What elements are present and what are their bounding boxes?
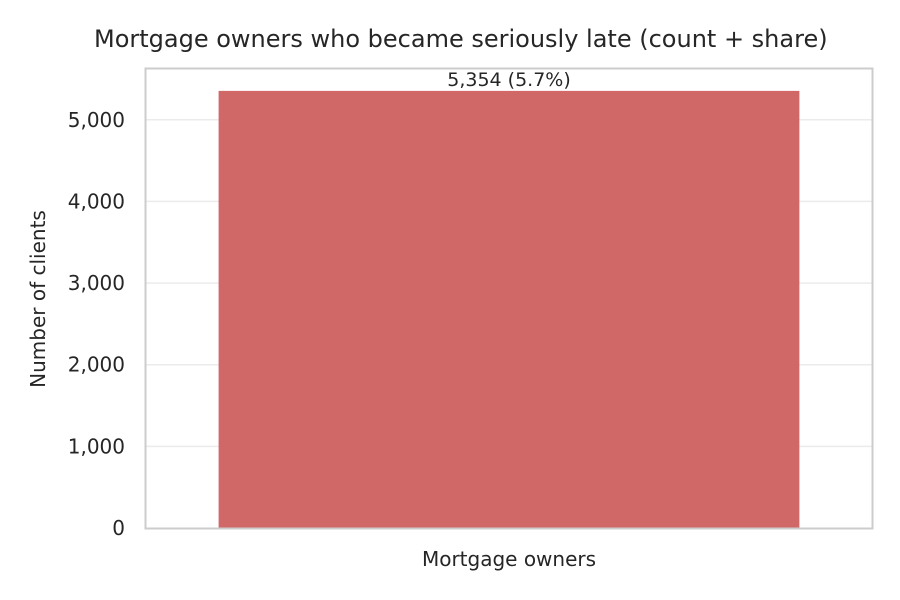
y-tick-label: 1,000 (68, 434, 125, 458)
bars (218, 90, 800, 529)
data-labels: 5,354 (5.7%) (447, 69, 571, 91)
bar-data-label: 5,354 (5.7%) (447, 69, 571, 91)
axes-frame (144, 67, 874, 530)
y-tick-label: 5,000 (68, 108, 125, 132)
y-tick-label: 0 (112, 516, 125, 540)
y-axis-ticks: 0 1,000 2,000 3,000 4,000 5,000 (68, 108, 125, 540)
y-tick-label: 4,000 (68, 189, 125, 213)
y-axis-label: Number of clients (26, 210, 50, 388)
chart-title: Mortgage owners who became seriously lat… (94, 25, 828, 53)
y-tick-label: 3,000 (68, 271, 125, 295)
bar (218, 90, 800, 529)
y-tick-label: 2,000 (68, 353, 125, 377)
x-tick-label: Mortgage owners (422, 547, 596, 571)
x-axis-ticks: Mortgage owners (422, 547, 596, 571)
